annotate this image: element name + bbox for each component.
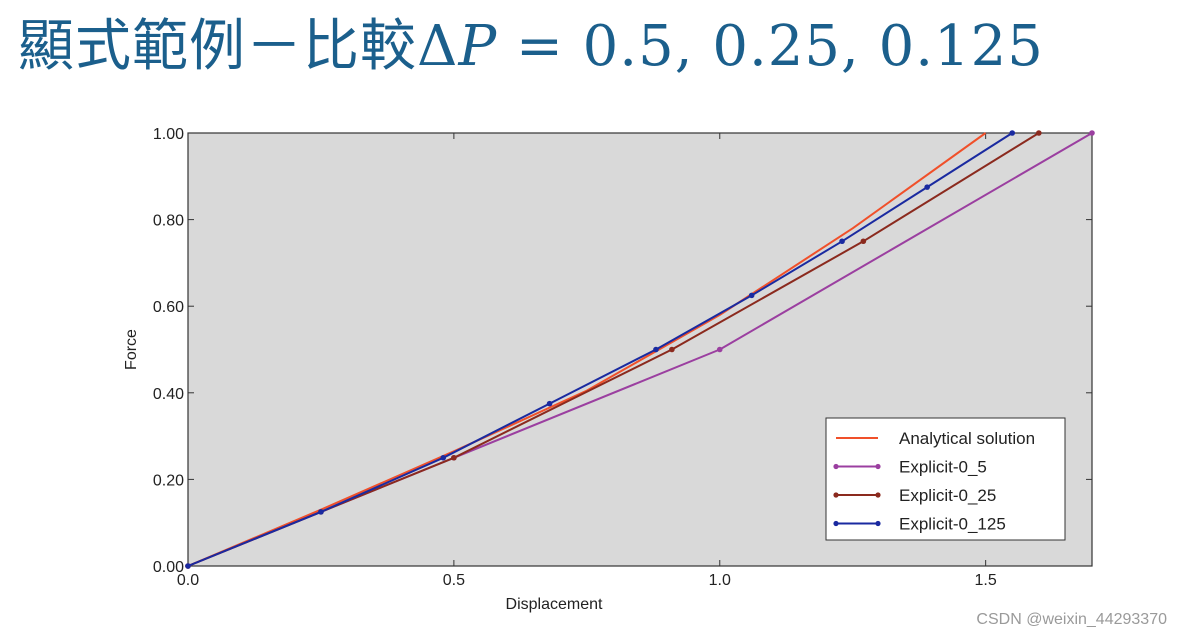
y-tick-label: 0.00 <box>153 559 184 576</box>
legend-label: Explicit-0_25 <box>899 486 996 505</box>
data-point <box>1009 130 1016 136</box>
data-point <box>1036 130 1042 136</box>
x-tick-label: 1.0 <box>709 572 731 589</box>
data-point <box>1089 130 1095 136</box>
legend-marker <box>875 463 881 470</box>
slide-title: 顯式範例－比較ΔP = 0.5, 0.25, 0.125 <box>18 2 1044 92</box>
legend-label: Analytical solution <box>899 429 1035 448</box>
y-tick-label: 0.60 <box>153 299 184 316</box>
title-text: 顯式範例－比較 <box>18 14 417 79</box>
data-point <box>440 454 447 461</box>
data-point <box>546 400 553 407</box>
y-tick-label: 0.40 <box>153 386 184 403</box>
data-point <box>748 292 755 299</box>
legend-label: Explicit-0_5 <box>899 458 987 477</box>
title-values: = 0.5, 0.25, 0.125 <box>497 14 1044 79</box>
y-tick-label: 0.20 <box>153 472 184 489</box>
legend-marker <box>833 492 839 498</box>
x-tick-label: 0.0 <box>177 572 199 589</box>
data-point <box>839 238 845 245</box>
x-tick-label: 0.5 <box>443 572 465 589</box>
data-point <box>716 346 723 353</box>
legend-marker <box>833 520 839 527</box>
legend-marker <box>875 492 881 498</box>
data-point <box>669 346 675 353</box>
data-point <box>924 184 930 190</box>
x-tick-label: 1.5 <box>975 572 997 589</box>
legend-label: Explicit-0_125 <box>899 515 1006 534</box>
title-variable: P <box>458 14 498 79</box>
data-point <box>860 238 867 245</box>
legend-marker <box>875 520 881 527</box>
title-delta-symbol: Δ <box>417 14 459 79</box>
y-tick-label: 0.80 <box>153 213 184 230</box>
watermark: CSDN @weixin_44293370 <box>976 611 1167 628</box>
y-tick-label: 1.00 <box>153 126 184 143</box>
x-axis-label: Displacement <box>506 596 603 613</box>
data-point <box>653 346 659 353</box>
legend-marker <box>833 463 839 470</box>
data-point <box>185 563 191 569</box>
data-point <box>451 454 457 461</box>
y-axis-label: Force <box>123 329 140 370</box>
data-point <box>318 509 324 515</box>
